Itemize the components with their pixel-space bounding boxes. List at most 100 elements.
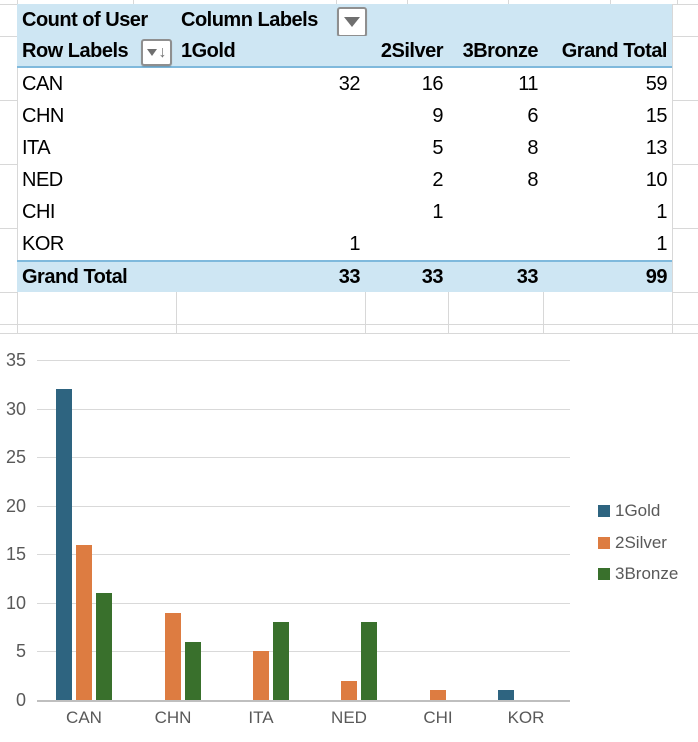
bar-ned-2silver[interactable] <box>341 681 357 700</box>
cell-grand total[interactable]: 59 <box>645 72 668 95</box>
pivot-row-chi: CHI 1 1 <box>17 196 672 228</box>
cell-2silver[interactable]: 2 <box>432 168 443 191</box>
row-label[interactable]: CHI <box>22 200 55 223</box>
cell-3bronze[interactable]: 11 <box>518 72 538 95</box>
gridline <box>0 292 17 293</box>
sort-descending-icon: ↓ <box>158 43 167 61</box>
bar-can-1gold[interactable] <box>56 389 72 700</box>
grand-total-label[interactable]: Grand Total <box>22 265 128 288</box>
cell-1gold[interactable] <box>176 132 365 164</box>
x-axis-category-label: ITA <box>248 708 274 727</box>
bar-chi-2silver[interactable] <box>430 690 446 700</box>
gridline <box>672 100 698 101</box>
cell-grand total[interactable]: 15 <box>645 104 668 127</box>
y-gridline <box>37 603 570 604</box>
row-label[interactable]: NED <box>22 168 63 191</box>
pivot-value-field-cell[interactable]: Count of User <box>22 8 148 31</box>
gridline <box>17 0 18 4</box>
medal-bar-chart[interactable]: 0 5 10 15 20 25 30 35 CAN CHN ITA NED CHI KOR 1Gold 2Si… <box>0 337 698 742</box>
cell-3bronze[interactable]: 8 <box>527 136 538 159</box>
row-label[interactable]: CAN <box>22 72 63 95</box>
column-labels-filter-button[interactable] <box>337 7 367 37</box>
cell-3bronze[interactable] <box>448 196 543 228</box>
bar-kor-1gold[interactable] <box>498 690 514 700</box>
cell-1gold[interactable] <box>176 196 365 228</box>
y-axis-tick-label: 10 <box>5 593 26 613</box>
y-axis-tick-label: 25 <box>5 447 26 467</box>
cell-3bronze[interactable] <box>448 228 543 260</box>
legend-label: 1Gold <box>615 501 661 520</box>
pivot-row-ned: NED 2 8 10 <box>17 164 672 196</box>
bar-chn-2silver[interactable] <box>165 613 181 700</box>
bar-chn-3bronze[interactable] <box>185 642 201 700</box>
y-gridline <box>37 457 570 458</box>
pivot-row-labels-cell[interactable]: Row Labels <box>22 39 129 62</box>
bar-ita-2silver[interactable] <box>253 651 269 700</box>
cell-grand total[interactable]: 1 <box>656 232 667 255</box>
gridline <box>17 4 18 292</box>
gridline <box>672 36 698 37</box>
cell-1gold[interactable] <box>176 164 365 196</box>
gridline <box>508 0 509 4</box>
pivot-col-header-1gold[interactable]: 1Gold <box>181 39 236 62</box>
grand-total-1gold[interactable]: 33 <box>338 265 361 288</box>
pivot-column-labels-cell[interactable]: Column Labels <box>181 8 318 31</box>
cell-1gold[interactable] <box>176 100 365 132</box>
gridline <box>672 4 673 292</box>
cell-2silver[interactable]: 1 <box>432 200 443 223</box>
row-label[interactable]: KOR <box>22 232 64 255</box>
cell-3bronze[interactable]: 8 <box>527 168 538 191</box>
x-axis-line <box>37 700 570 702</box>
x-axis-category-label: CHN <box>154 708 192 727</box>
y-gridline <box>37 409 570 410</box>
cell-grand total[interactable]: 10 <box>645 168 668 191</box>
grand-total-2silver[interactable]: 33 <box>421 265 444 288</box>
gridline <box>448 292 449 334</box>
gridline <box>176 292 177 334</box>
pivot-col-header-grand-total[interactable]: Grand Total <box>561 39 668 62</box>
cell-1gold[interactable]: 1 <box>349 232 360 255</box>
bar-ita-3bronze[interactable] <box>273 622 289 700</box>
gridline <box>672 228 698 229</box>
legend-label: 3Bronze <box>615 564 679 583</box>
y-axis-tick-label: 0 <box>15 690 26 710</box>
pivot-col-header-3bronze[interactable]: 3Bronze <box>462 39 539 62</box>
bar-can-3bronze[interactable] <box>96 593 112 700</box>
bar-can-2silver[interactable] <box>76 545 92 700</box>
legend-swatch-icon <box>598 505 610 517</box>
legend-swatch-icon <box>598 568 610 580</box>
grand-total-3bronze[interactable]: 33 <box>516 265 539 288</box>
x-axis-category-label: CHI <box>423 708 453 727</box>
pivot-row-chn: CHN 9 6 15 <box>17 100 672 132</box>
y-axis-tick-label: 35 <box>5 350 26 370</box>
y-axis-tick-label: 20 <box>5 496 26 516</box>
row-labels-sort-filter-button[interactable]: ↓ <box>141 39 172 66</box>
cell-2silver[interactable]: 16 <box>421 72 444 95</box>
grand-total-total[interactable]: 99 <box>645 265 668 288</box>
y-gridline <box>37 554 570 555</box>
legend-swatch-icon <box>598 537 610 549</box>
cell-grand total[interactable]: 13 <box>645 136 668 159</box>
row-label[interactable]: ITA <box>22 136 51 159</box>
pivot-header-row-2: Row Labels 1Gold 2Silver 3Bronze Grand T… <box>17 36 672 68</box>
cell-1gold[interactable]: 32 <box>338 72 361 95</box>
bar-ned-3bronze[interactable] <box>361 622 377 700</box>
gridline <box>610 0 611 4</box>
filter-dropdown-icon <box>344 17 360 27</box>
x-axis-category-label: KOR <box>507 708 545 727</box>
cell-2silver[interactable]: 5 <box>432 136 443 159</box>
y-gridline <box>37 360 570 361</box>
gridline <box>0 4 17 5</box>
gridline <box>0 333 698 334</box>
cell-2silver[interactable] <box>365 228 448 260</box>
cell-2silver[interactable]: 9 <box>432 104 443 127</box>
cell-grand total[interactable]: 1 <box>656 200 667 223</box>
gridline <box>0 164 17 165</box>
pivot-table: Count of User Column Labels Row Labels 1… <box>17 4 672 292</box>
gridline <box>0 100 17 101</box>
gridline <box>17 292 18 334</box>
row-label[interactable]: CHN <box>22 104 64 127</box>
cell-3bronze[interactable]: 6 <box>527 104 538 127</box>
pivot-col-header-2silver[interactable]: 2Silver <box>380 39 444 62</box>
filter-dropdown-icon <box>146 49 157 56</box>
